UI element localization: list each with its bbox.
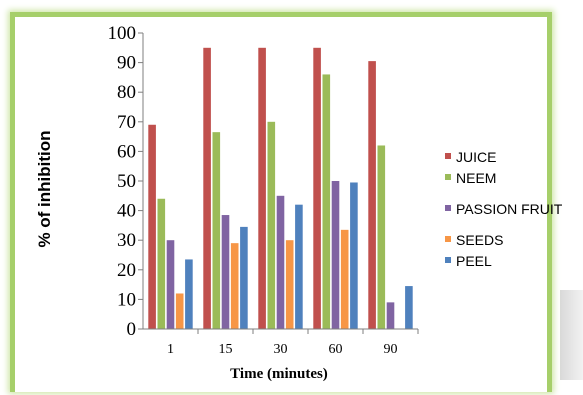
legend-swatch-neem xyxy=(445,174,451,180)
y-tick-label: 40 xyxy=(117,201,136,222)
legend-swatch-seeds xyxy=(445,236,451,242)
bar-neem-60 xyxy=(322,74,331,329)
bar-passion-fruit-30 xyxy=(276,195,285,329)
legend-label-seeds: SEEDS xyxy=(456,232,503,248)
y-tick-label: 20 xyxy=(117,260,136,281)
x-tick-label: 90 xyxy=(384,342,398,357)
x-tick-label: 30 xyxy=(274,342,288,357)
bar-neem-1 xyxy=(157,198,166,329)
bar-passion-fruit-1 xyxy=(166,240,175,329)
x-tick-label: 15 xyxy=(219,342,233,357)
bars-group xyxy=(148,47,413,330)
y-tick-label: 10 xyxy=(117,289,136,310)
x-axis-label: Time (minutes) xyxy=(230,366,328,382)
bar-neem-30 xyxy=(267,121,276,329)
y-tick-label: 60 xyxy=(117,141,136,162)
bar-seeds-15 xyxy=(230,243,239,329)
bar-seeds-30 xyxy=(285,240,294,329)
legend-swatch-peel xyxy=(445,257,451,263)
legend-label-passion-fruit: PASSION FRUIT xyxy=(456,201,563,217)
y-tick-label: 100 xyxy=(108,23,137,44)
bar-passion-fruit-90 xyxy=(386,302,395,329)
legend-label-peel: PEEL xyxy=(456,253,492,269)
bar-peel-15 xyxy=(240,226,248,329)
frame-shadow xyxy=(560,290,583,380)
bar-peel-60 xyxy=(350,182,358,329)
legend-swatch-juice xyxy=(445,153,451,159)
bar-neem-90 xyxy=(377,145,386,329)
legend-label-juice: JUICE xyxy=(456,149,496,165)
bar-seeds-1 xyxy=(175,293,184,329)
bar-passion-fruit-60 xyxy=(331,181,340,329)
y-tick-label: 70 xyxy=(117,112,136,133)
bar-juice-1 xyxy=(148,124,156,329)
bar-neem-15 xyxy=(212,132,221,329)
bar-juice-30 xyxy=(258,47,266,330)
y-tick-label: 80 xyxy=(117,82,136,103)
y-tick-label: 30 xyxy=(117,230,136,251)
y-axis-label: % of inhibition xyxy=(35,130,54,247)
bar-seeds-60 xyxy=(340,229,349,329)
bar-juice-90 xyxy=(368,61,376,330)
bar-juice-15 xyxy=(203,47,211,330)
x-tick-label: 60 xyxy=(329,342,343,357)
x-tick-label: 1 xyxy=(167,342,174,357)
bar-peel-30 xyxy=(295,204,303,329)
legend-label-neem: NEEM xyxy=(456,170,496,186)
bar-peel-1 xyxy=(185,259,193,329)
legend-swatch-passion-fruit xyxy=(445,205,451,211)
axes-group: 0 10 20 30 40 50 60 70 80 90 100 1 15 30 60 90 xyxy=(108,23,419,357)
y-tick-label: 90 xyxy=(117,53,136,74)
bar-peel-90 xyxy=(405,286,413,329)
y-tick-label: 50 xyxy=(117,171,136,192)
bar-passion-fruit-15 xyxy=(221,215,230,329)
legend: JUICE NEEM PASSION FRUIT SEEDS PEEL xyxy=(445,149,563,269)
bar-juice-60 xyxy=(313,47,321,330)
y-tick-label: 0 xyxy=(127,319,137,340)
